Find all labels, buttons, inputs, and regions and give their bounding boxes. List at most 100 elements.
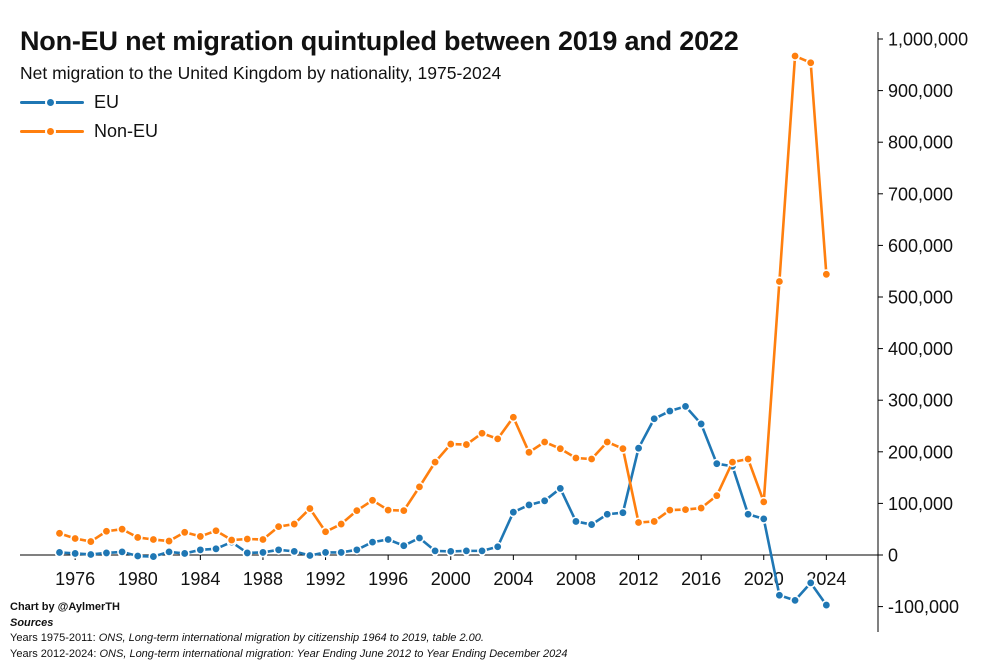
source-1-text: ONS, Long-term international migration b… <box>98 632 484 644</box>
data-point-non-eu-2010 <box>602 436 613 447</box>
source-line-1: Years 1975-2011: ONS, Long-term internat… <box>10 631 568 647</box>
data-point-non-eu-2005 <box>523 447 534 458</box>
data-point-eu-1978 <box>101 547 112 558</box>
data-point-non-eu-1988 <box>257 534 268 545</box>
y-tick-label-700000: 700,000 <box>888 184 953 204</box>
data-point-eu-1976 <box>70 548 81 559</box>
data-point-eu-2002 <box>477 545 488 556</box>
data-point-eu-2013 <box>649 413 660 424</box>
data-point-eu-1982 <box>164 546 175 557</box>
y-tick-label-200000: 200,000 <box>888 442 953 462</box>
data-point-eu-1984 <box>195 544 206 555</box>
data-point-eu-2004 <box>508 507 519 518</box>
data-point-eu-2024 <box>821 600 832 611</box>
data-point-eu-1999 <box>430 545 441 556</box>
data-point-non-eu-1993 <box>336 519 347 530</box>
data-point-non-eu-1983 <box>179 527 190 538</box>
data-point-eu-2001 <box>461 545 472 556</box>
data-point-non-eu-2008 <box>570 452 581 463</box>
data-point-eu-1997 <box>398 540 409 551</box>
data-point-eu-2020 <box>758 513 769 524</box>
data-point-eu-1985 <box>211 543 222 554</box>
data-point-eu-1989 <box>273 544 284 555</box>
y-tick-label-500000: 500,000 <box>888 288 953 308</box>
series-non-eu <box>54 51 832 547</box>
data-point-eu-1979 <box>117 546 128 557</box>
data-point-non-eu-1995 <box>367 495 378 506</box>
data-point-eu-2007 <box>555 483 566 494</box>
chart-series <box>54 51 832 611</box>
y-tick-label-100000: 100,000 <box>888 494 953 514</box>
data-point-eu-2015 <box>680 401 691 412</box>
data-point-non-eu-2017 <box>711 490 722 501</box>
data-point-non-eu-1979 <box>117 524 128 535</box>
data-point-eu-1991 <box>304 550 315 561</box>
data-point-eu-1990 <box>289 546 300 557</box>
data-point-eu-1981 <box>148 551 159 562</box>
data-point-non-eu-1994 <box>351 505 362 516</box>
data-point-eu-1996 <box>383 534 394 545</box>
data-point-eu-2012 <box>633 443 644 454</box>
data-point-eu-2017 <box>711 458 722 469</box>
x-tick-label-1988: 1988 <box>243 569 283 589</box>
y-tick-label-600000: 600,000 <box>888 236 953 256</box>
data-point-non-eu-1991 <box>304 503 315 514</box>
data-point-non-eu-2014 <box>664 505 675 516</box>
data-point-eu-2022 <box>790 595 801 606</box>
x-tick-label-1980: 1980 <box>118 569 158 589</box>
x-tick-label-2004: 2004 <box>493 569 533 589</box>
data-point-non-eu-2018 <box>727 457 738 468</box>
data-point-eu-2010 <box>602 509 613 520</box>
data-point-eu-2006 <box>539 495 550 506</box>
data-point-non-eu-1990 <box>289 519 300 530</box>
source-2-prefix: Years 2012-2024: <box>10 647 100 660</box>
data-point-eu-2021 <box>774 590 785 601</box>
data-point-eu-2016 <box>696 418 707 429</box>
data-point-eu-2000 <box>445 546 456 557</box>
chart-subtitle: Net migration to the United Kingdom by n… <box>20 63 502 83</box>
data-point-eu-1988 <box>257 547 268 558</box>
data-point-eu-1992 <box>320 547 331 558</box>
x-tick-label-1984: 1984 <box>180 569 220 589</box>
chart-title: Non-EU net migration quintupled between … <box>20 26 739 56</box>
chart-legend: EU Non-EU <box>20 88 158 146</box>
data-point-non-eu-2007 <box>555 443 566 454</box>
data-point-non-eu-1985 <box>211 525 222 536</box>
data-point-eu-2009 <box>586 519 597 530</box>
data-point-non-eu-2001 <box>461 439 472 450</box>
data-point-non-eu-1997 <box>398 505 409 516</box>
data-point-non-eu-2000 <box>445 439 456 450</box>
x-tick-label-2000: 2000 <box>431 569 471 589</box>
x-tick-label-2008: 2008 <box>556 569 596 589</box>
data-point-non-eu-1999 <box>430 457 441 468</box>
data-point-non-eu-1998 <box>414 481 425 492</box>
legend-label-eu: EU <box>94 92 120 112</box>
data-point-eu-1998 <box>414 532 425 543</box>
data-point-non-eu-1986 <box>226 535 237 546</box>
data-point-non-eu-2009 <box>586 454 597 465</box>
data-point-non-eu-1984 <box>195 531 206 542</box>
data-point-eu-1987 <box>242 547 253 558</box>
data-point-non-eu-2003 <box>492 433 503 444</box>
data-point-non-eu-1980 <box>132 532 143 543</box>
data-point-non-eu-2022 <box>790 51 801 62</box>
data-point-non-eu-1987 <box>242 534 253 545</box>
legend-marker-non-eu <box>45 126 56 137</box>
x-tick-label-1996: 1996 <box>368 569 408 589</box>
x-tick-label-1976: 1976 <box>55 569 95 589</box>
data-point-eu-2023 <box>805 577 816 588</box>
data-point-non-eu-2012 <box>633 517 644 528</box>
data-point-non-eu-2024 <box>821 269 832 280</box>
data-point-non-eu-2016 <box>696 503 707 514</box>
source-1-prefix: Years 1975-2011: <box>10 632 99 644</box>
data-point-non-eu-1982 <box>164 536 175 547</box>
data-point-non-eu-2006 <box>539 436 550 447</box>
chart-footer: Chart by @AylmerTH Sources Years 1975-20… <box>10 600 568 662</box>
data-point-non-eu-2011 <box>617 443 628 454</box>
data-point-non-eu-1975 <box>54 528 65 539</box>
y-tick-label-1000000: 1,000,000 <box>888 30 968 50</box>
chart-axes: 1976 1980 1984 1988 1992 1996 2000 2004 2008 2012… <box>20 30 968 632</box>
y-tick-label-400000: 400,000 <box>888 339 953 359</box>
data-point-eu-2014 <box>664 406 675 417</box>
